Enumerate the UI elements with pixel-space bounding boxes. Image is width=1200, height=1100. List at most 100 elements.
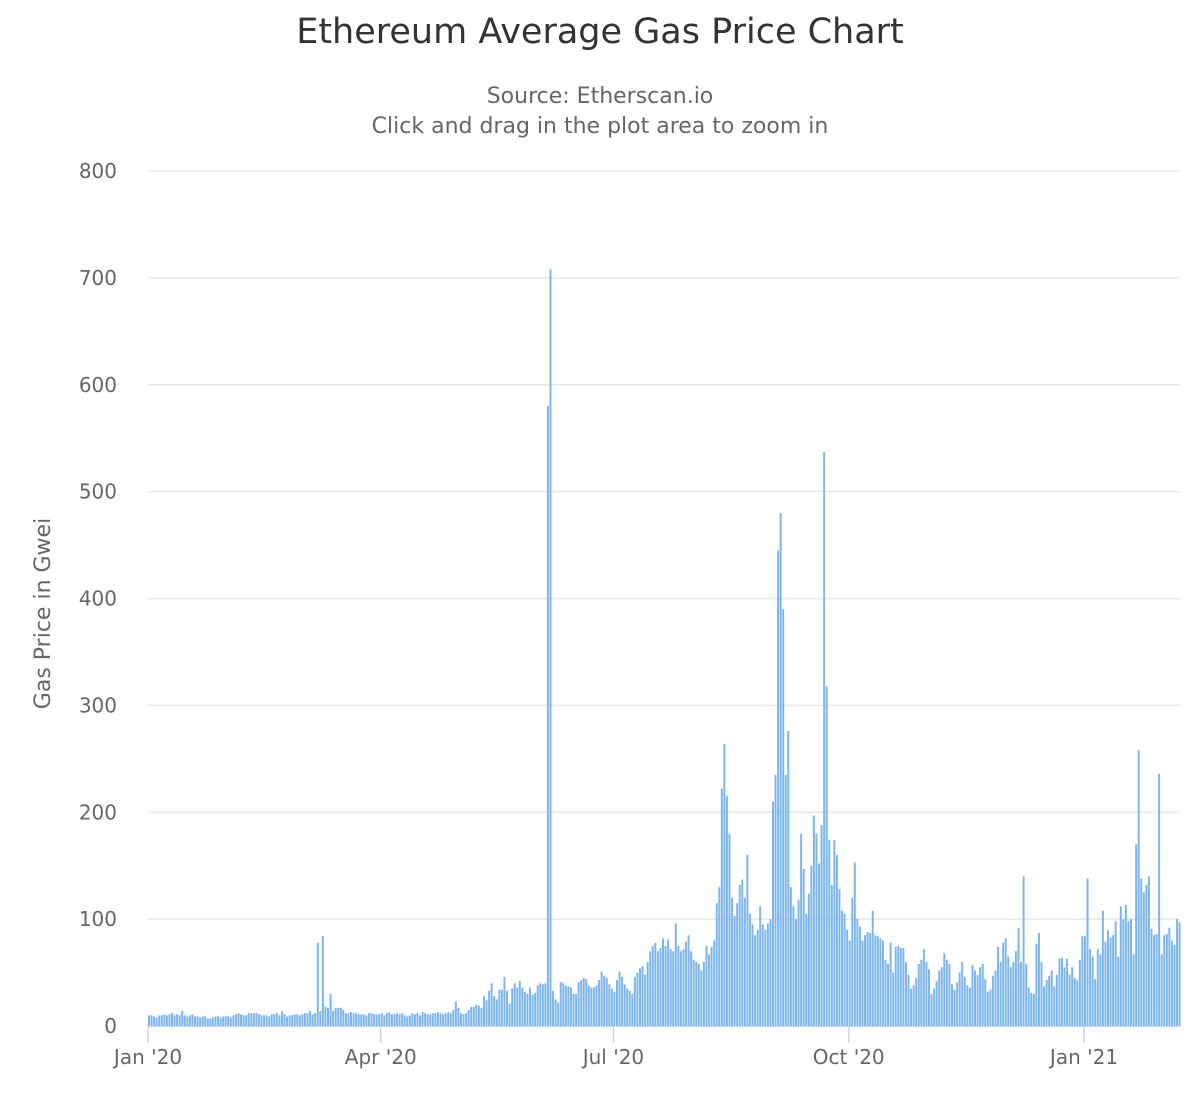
bar[interactable]	[447, 1012, 450, 1026]
bar[interactable]	[1160, 954, 1163, 1026]
bar[interactable]	[979, 967, 982, 1026]
bar[interactable]	[214, 1016, 217, 1026]
bar[interactable]	[616, 980, 618, 1026]
bar[interactable]	[242, 1015, 245, 1026]
bar[interactable]	[754, 935, 757, 1026]
bar[interactable]	[825, 686, 828, 1026]
bar[interactable]	[564, 985, 567, 1026]
bar[interactable]	[539, 983, 542, 1026]
bar[interactable]	[199, 1017, 202, 1026]
bar[interactable]	[633, 976, 636, 1026]
bar[interactable]	[546, 406, 549, 1027]
bar[interactable]	[774, 774, 777, 1026]
bar[interactable]	[500, 989, 503, 1026]
bar[interactable]	[674, 923, 677, 1026]
bar[interactable]	[777, 550, 780, 1026]
bar[interactable]	[196, 1016, 199, 1026]
bar[interactable]	[176, 1014, 179, 1026]
bar[interactable]	[408, 1015, 411, 1026]
bar[interactable]	[1135, 844, 1138, 1026]
bar[interactable]	[610, 988, 613, 1026]
bar[interactable]	[582, 977, 585, 1026]
bar[interactable]	[557, 1002, 560, 1026]
bar[interactable]	[920, 959, 923, 1026]
bar[interactable]	[971, 965, 974, 1026]
bar[interactable]	[337, 1007, 340, 1026]
bar[interactable]	[485, 1000, 488, 1026]
bar[interactable]	[344, 1013, 347, 1026]
bar[interactable]	[529, 987, 532, 1026]
bar[interactable]	[288, 1015, 291, 1026]
bar[interactable]	[953, 989, 956, 1026]
bar[interactable]	[178, 1015, 181, 1026]
bar[interactable]	[843, 913, 846, 1026]
bar[interactable]	[866, 931, 869, 1026]
bar[interactable]	[393, 1014, 396, 1026]
bar[interactable]	[360, 1014, 363, 1026]
bar[interactable]	[523, 991, 526, 1026]
bar[interactable]	[488, 990, 491, 1026]
bar[interactable]	[907, 974, 910, 1026]
bar[interactable]	[700, 970, 703, 1026]
bar[interactable]	[362, 1014, 365, 1026]
bar[interactable]	[715, 903, 718, 1026]
bar[interactable]	[1066, 958, 1069, 1026]
bar[interactable]	[536, 985, 539, 1026]
bar[interactable]	[795, 919, 797, 1027]
bar[interactable]	[191, 1014, 194, 1026]
bar[interactable]	[590, 987, 593, 1026]
bar[interactable]	[728, 833, 731, 1027]
bar[interactable]	[797, 899, 800, 1026]
bar[interactable]	[933, 988, 936, 1026]
bar[interactable]	[879, 938, 882, 1026]
bar[interactable]	[165, 1015, 168, 1026]
bar[interactable]	[679, 951, 682, 1026]
bar[interactable]	[966, 985, 969, 1026]
bar[interactable]	[695, 961, 698, 1027]
bar[interactable]	[413, 1014, 416, 1026]
bar[interactable]	[534, 992, 537, 1026]
bar[interactable]	[899, 947, 902, 1026]
bar[interactable]	[1168, 927, 1171, 1026]
bar[interactable]	[260, 1015, 263, 1026]
bar[interactable]	[838, 889, 841, 1026]
bar[interactable]	[807, 893, 810, 1026]
bar[interactable]	[188, 1015, 191, 1026]
bar[interactable]	[327, 1007, 329, 1026]
bar[interactable]	[503, 976, 506, 1026]
bar[interactable]	[1009, 967, 1012, 1026]
bar[interactable]	[304, 1013, 306, 1026]
bar[interactable]	[851, 897, 854, 1026]
bar[interactable]	[283, 1014, 286, 1026]
bar[interactable]	[436, 1012, 439, 1026]
bar[interactable]	[477, 1005, 480, 1026]
bar[interactable]	[1101, 910, 1104, 1026]
bar[interactable]	[1155, 934, 1158, 1026]
bar[interactable]	[810, 865, 813, 1026]
bar[interactable]	[472, 1006, 475, 1026]
bar[interactable]	[449, 1013, 452, 1026]
bar[interactable]	[311, 1014, 314, 1026]
bar[interactable]	[869, 933, 872, 1026]
bar[interactable]	[820, 825, 823, 1026]
bar[interactable]	[342, 1009, 345, 1026]
bar[interactable]	[853, 862, 856, 1026]
bar[interactable]	[690, 951, 693, 1026]
bar[interactable]	[759, 906, 762, 1026]
bar[interactable]	[1022, 876, 1025, 1027]
bar[interactable]	[598, 980, 601, 1026]
bar[interactable]	[751, 924, 754, 1026]
bar[interactable]	[232, 1015, 235, 1026]
bar[interactable]	[470, 1006, 473, 1026]
bar[interactable]	[567, 986, 570, 1026]
bar[interactable]	[1063, 967, 1066, 1026]
bar[interactable]	[1107, 929, 1109, 1026]
bar[interactable]	[938, 970, 941, 1026]
bar[interactable]	[383, 1015, 386, 1026]
bar[interactable]	[324, 1006, 327, 1026]
bar[interactable]	[782, 609, 785, 1026]
bar[interactable]	[516, 987, 519, 1026]
bar[interactable]	[321, 936, 324, 1026]
bar[interactable]	[928, 969, 930, 1026]
bar[interactable]	[787, 731, 790, 1026]
